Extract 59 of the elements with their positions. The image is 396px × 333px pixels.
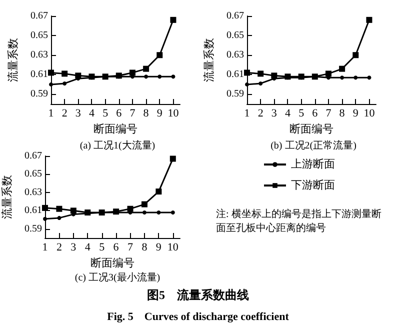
y-tick-label: 0.63 (24, 186, 42, 198)
y-tick-label: 0.61 (24, 205, 42, 216)
y-tick-label: 0.67 (226, 10, 244, 22)
text: (a) 工况1(大流量) (80, 140, 156, 152)
x-tick-label: 2 (56, 242, 62, 254)
legend-label: 上游断面 (291, 158, 335, 170)
x-tick-label: 1 (244, 108, 250, 120)
y-tick-label: 0.65 (24, 168, 42, 180)
x-tick-label: 1 (42, 242, 48, 254)
text: Fig. 5 Curves of discharge coefficient (106, 310, 290, 324)
text: (b) 工况2(正常流量) (270, 140, 356, 152)
x-tick-label: 2 (62, 108, 68, 120)
text: (c) 工况3(最小流量) (74, 272, 160, 284)
x-tick-label: 5 (298, 108, 305, 120)
x-tick-label: 4 (84, 242, 91, 254)
x-tick-label: 6 (116, 108, 122, 120)
y-tick-label: 0.59 (30, 88, 48, 100)
x-tick-label: 6 (312, 108, 318, 120)
y-tick-label: 0.65 (226, 30, 244, 42)
x-tick-label: 8 (339, 108, 346, 120)
x-tick-label: 6 (113, 242, 120, 254)
x-tick-label: 7 (128, 242, 134, 254)
x-tick-label: 8 (143, 108, 150, 120)
x-axis-title: 断面编号 (94, 122, 138, 136)
y-axis-title: 流量系数 (202, 38, 216, 82)
legend-label: 下游断面 (291, 178, 335, 192)
x-tick-label: 1 (48, 108, 54, 120)
y-axis-title: 流量系数 (6, 38, 20, 82)
x-tick-label: 3 (271, 108, 278, 120)
y-tick-label: 0.59 (24, 223, 42, 234)
x-tick-label: 10 (364, 108, 376, 120)
x-tick-label: 5 (99, 242, 106, 254)
x-tick-label: 4 (88, 108, 95, 120)
y-tick-label: 0.63 (30, 50, 48, 61)
y-tick-label: 0.61 (226, 69, 244, 80)
x-axis-title: 断面编号 (90, 256, 134, 270)
x-tick-label: 10 (168, 108, 180, 120)
y-tick-label: 0.67 (30, 10, 48, 22)
x-tick-label: 10 (167, 242, 179, 254)
x-tick-label: 8 (142, 242, 148, 254)
x-tick-label: 7 (130, 108, 136, 120)
text: 注: 横坐标上的编号是指上下游测量断面至孔板中心距离的编号 (216, 208, 382, 236)
y-tick-label: 0.65 (30, 30, 48, 42)
x-tick-label: 9 (156, 108, 163, 120)
x-tick-label: 4 (284, 108, 291, 120)
x-tick-label: 2 (258, 108, 264, 120)
x-tick-label: 3 (75, 108, 82, 120)
text: 图5 流量系数曲线 (146, 287, 250, 304)
x-tick-label: 7 (326, 108, 332, 120)
y-tick-label: 0.63 (226, 50, 244, 61)
x-tick-label: 5 (102, 108, 109, 120)
x-tick-label: 9 (352, 108, 359, 120)
y-tick-label: 0.59 (226, 88, 244, 100)
x-tick-label: 3 (70, 242, 77, 254)
y-tick-label: 0.61 (30, 69, 48, 80)
y-axis-title: 流量系数 (0, 175, 14, 219)
x-tick-label: 9 (156, 242, 162, 254)
y-tick-label: 0.67 (24, 150, 42, 162)
x-axis-title: 断面编号 (290, 122, 334, 136)
